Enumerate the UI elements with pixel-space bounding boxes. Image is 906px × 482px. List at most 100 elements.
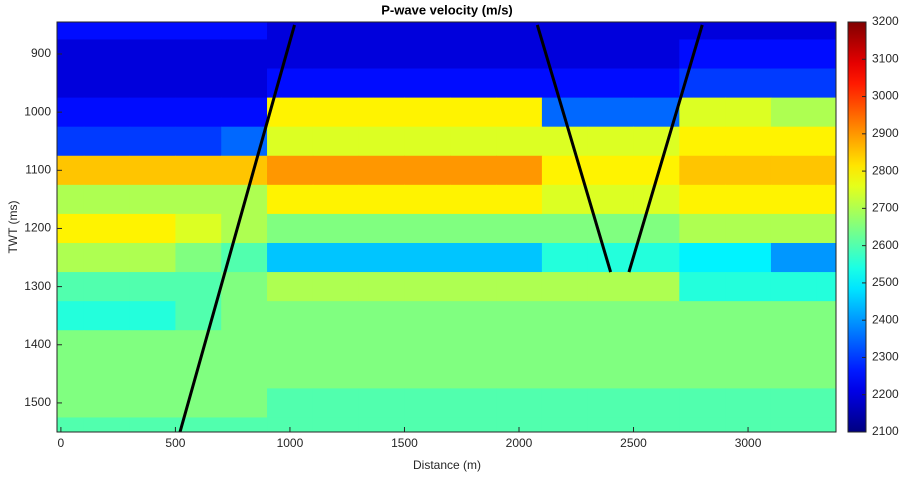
y-axis-label: TWT (ms): [6, 200, 20, 253]
cell: [725, 97, 772, 128]
cell: [816, 22, 836, 40]
colorbar-tick-label: 2600: [872, 238, 899, 252]
cell: [57, 242, 85, 273]
cell: [770, 213, 818, 244]
cell: [450, 417, 497, 432]
cell: [496, 417, 543, 432]
cell: [404, 184, 451, 215]
cell: [587, 272, 635, 302]
colorbar-tick-label: 2100: [872, 424, 899, 438]
cell: [129, 126, 176, 157]
cell: [175, 388, 222, 418]
cell: [450, 97, 497, 128]
cell: [770, 359, 818, 389]
cell: [770, 388, 818, 418]
cell: [404, 39, 451, 70]
cell: [496, 301, 543, 331]
cell: [175, 155, 222, 186]
y-tick-label: 1000: [24, 104, 51, 118]
cell: [358, 155, 405, 186]
cell: [221, 39, 268, 70]
cell: [450, 359, 497, 389]
cell: [679, 97, 726, 128]
cell: [816, 97, 836, 128]
cell: [129, 184, 176, 215]
cell: [312, 39, 360, 70]
cell: [358, 213, 405, 244]
cell: [358, 39, 405, 70]
cell: [679, 330, 726, 360]
colorbar-tick-label: 3000: [872, 89, 899, 103]
cell: [816, 242, 836, 273]
cell: [267, 301, 314, 331]
cell: [679, 301, 726, 331]
cell: [404, 97, 451, 128]
cell: [725, 22, 772, 40]
cell: [816, 417, 836, 432]
cell: [450, 301, 497, 331]
cell: [496, 330, 543, 360]
cell: [816, 68, 836, 99]
cell: [358, 126, 405, 157]
cell: [129, 242, 176, 273]
cell: [633, 388, 680, 418]
x-tick-label: 1500: [391, 436, 418, 450]
cell: [83, 184, 131, 215]
cell: [633, 39, 680, 70]
cell: [129, 68, 176, 99]
cell: [57, 417, 85, 432]
cell: [404, 126, 451, 157]
x-tick-label: 0: [58, 436, 65, 450]
cell: [129, 22, 176, 40]
cell: [175, 184, 222, 215]
cell: [496, 126, 543, 157]
cell: [541, 272, 589, 302]
cell: [541, 184, 589, 215]
cell: [83, 97, 131, 128]
cell: [450, 22, 497, 40]
cell: [450, 39, 497, 70]
cell: [770, 22, 818, 40]
cell: [358, 68, 405, 99]
cell: [404, 359, 451, 389]
plot-frame: [56, 21, 837, 433]
cell: [358, 330, 405, 360]
cell: [57, 126, 85, 157]
cell: [175, 330, 222, 360]
cell: [679, 417, 726, 432]
cell: [358, 359, 405, 389]
cell: [541, 22, 589, 40]
cell: [83, 388, 131, 418]
cell: [587, 97, 635, 128]
cell: [770, 242, 818, 273]
cell: [541, 242, 589, 273]
cell: [404, 388, 451, 418]
cell: [267, 417, 314, 432]
cell: [450, 126, 497, 157]
cell: [633, 22, 680, 40]
cell: [83, 68, 131, 99]
fault-lines: [178, 24, 704, 432]
cell: [312, 272, 360, 302]
cell: [496, 242, 543, 273]
x-tick-label: 2000: [506, 436, 533, 450]
cell: [770, 272, 818, 302]
cell: [816, 213, 836, 244]
cell: [450, 184, 497, 215]
cell: [770, 301, 818, 331]
cell: [267, 22, 314, 40]
cell: [725, 39, 772, 70]
cell: [83, 417, 131, 432]
cell: [450, 330, 497, 360]
cell: [587, 388, 635, 418]
colorbar-tick-label: 2200: [872, 387, 899, 401]
chart-title: P-wave velocity (m/s): [381, 2, 513, 17]
cell: [587, 301, 635, 331]
x-tick-label: 2500: [620, 436, 647, 450]
x-tick-label: 1000: [277, 436, 304, 450]
cell: [312, 68, 360, 99]
cell: [129, 97, 176, 128]
cell: [129, 155, 176, 186]
cell: [312, 184, 360, 215]
colorbar: [847, 21, 867, 433]
